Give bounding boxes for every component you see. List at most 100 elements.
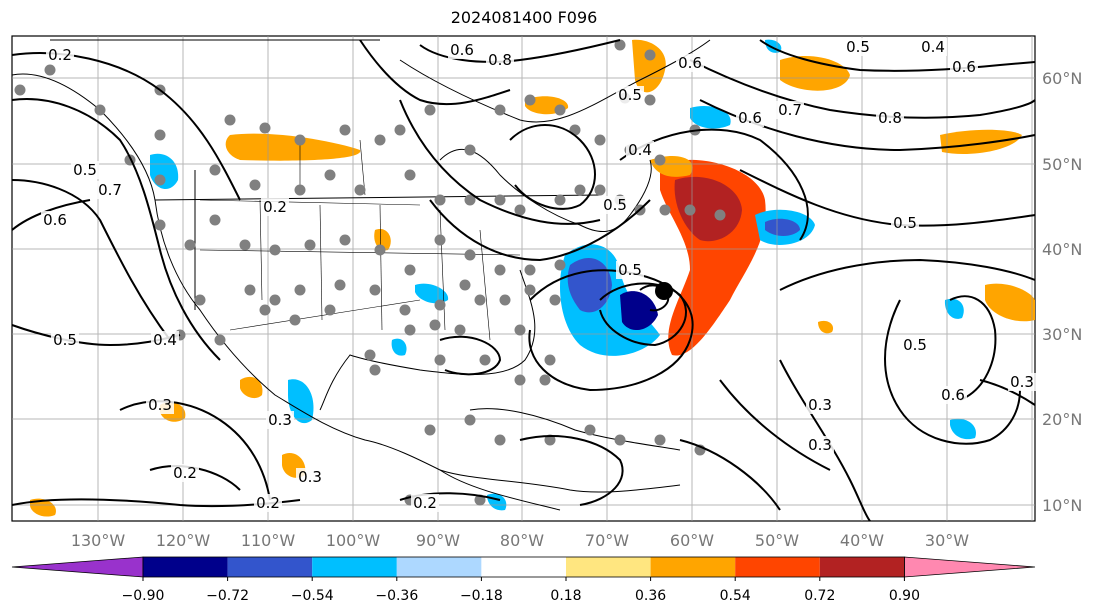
observation-dot [399, 304, 411, 316]
contour-label: 0.6 [941, 386, 965, 404]
observation-dot [294, 134, 306, 146]
colorbar-extend-low [11, 556, 144, 578]
contour-label: 0.6 [678, 54, 702, 72]
observation-dot [269, 294, 281, 306]
observation-dot [644, 49, 656, 61]
observation-dot [404, 169, 416, 181]
longitude-label: 80°W [500, 531, 544, 550]
observation-dot [434, 234, 446, 246]
observation-dot [94, 104, 106, 116]
darkred-anomaly [674, 176, 742, 242]
latitude-label: 40°N [1042, 240, 1082, 259]
latitude-label: 30°N [1042, 325, 1082, 344]
observation-dot [584, 424, 596, 436]
orange-anomaly [780, 55, 850, 91]
contour-label: 0.6 [43, 211, 67, 229]
observation-dot [44, 64, 56, 76]
colorbar-tick-label: −0.54 [291, 588, 334, 604]
observation-dot [394, 124, 406, 136]
orange-anomaly [30, 498, 56, 517]
observation-dot [614, 434, 626, 446]
observation-dot [334, 279, 346, 291]
observation-dot [214, 334, 226, 346]
colorbar-segment [227, 557, 313, 577]
observation-dot [494, 434, 506, 446]
contour-label: 0.8 [488, 51, 512, 69]
observation-dot [404, 264, 416, 276]
blue-anomaly [415, 283, 449, 304]
contour-label: 0.5 [846, 38, 870, 56]
observation-dot [374, 244, 386, 256]
longitude-label: 130°W [71, 531, 126, 550]
contour-label: 0.5 [53, 331, 77, 349]
observation-dot [594, 184, 606, 196]
colorbar-tick-label: −0.90 [122, 588, 165, 604]
observation-dot [404, 324, 416, 336]
observation-dot [544, 354, 556, 366]
colorbar-tick-label: 0.72 [804, 588, 835, 604]
colorbar-segment [481, 557, 566, 577]
contour-label: 0.3 [808, 396, 832, 414]
observation-dot [324, 304, 336, 316]
observation-dot [654, 154, 666, 166]
contour-label: 0.3 [808, 436, 832, 454]
contour-label: 0.4 [921, 38, 945, 56]
colorbar-segment [312, 557, 397, 577]
colorbar-tick-label: −0.36 [375, 588, 418, 604]
contour-label: 0.2 [256, 494, 280, 512]
observation-dot [434, 299, 446, 311]
observation-dot [354, 184, 366, 196]
colorbar-segment [143, 557, 228, 577]
observation-dot [524, 284, 536, 296]
contour-label: 0.2 [173, 464, 197, 482]
longitude-label: 30°W [925, 531, 969, 550]
mediumblue-anomaly [765, 218, 800, 236]
observation-dot [464, 144, 476, 156]
observation-dot [209, 164, 221, 176]
colorbar-segment [396, 557, 482, 577]
longitude-label: 70°W [585, 531, 629, 550]
contour-label: 0.5 [903, 336, 927, 354]
blue-anomaly [288, 379, 314, 424]
colorbar-tick-label: −0.72 [206, 588, 249, 604]
contour-label: 0.4 [153, 331, 177, 349]
blue-anomaly [944, 298, 964, 319]
longitude-label: 100°W [326, 531, 381, 550]
observation-dot [654, 434, 666, 446]
latitude-label: 10°N [1042, 496, 1082, 515]
observation-dot [684, 204, 696, 216]
observation-dot [249, 179, 261, 191]
longitude-label: 120°W [156, 531, 211, 550]
contour-label: 0.2 [263, 198, 287, 216]
observation-dot [494, 104, 506, 116]
observation-dot [304, 239, 316, 251]
blue-anomaly [391, 338, 407, 356]
contour-label: 0.4 [628, 141, 652, 159]
colorbar [11, 556, 1036, 578]
observation-dot [544, 434, 556, 446]
contour-label: 0.5 [73, 161, 97, 179]
storm-center-marker [655, 282, 673, 300]
observation-dot [549, 294, 561, 306]
orange-anomaly [632, 39, 666, 93]
orange-anomaly [818, 320, 834, 334]
darkblue-anomaly [620, 291, 658, 331]
colorbar-segment [566, 557, 651, 577]
observation-dot [184, 239, 196, 251]
observation-dot [374, 134, 386, 146]
observation-dot [594, 134, 606, 146]
observation-dot [554, 104, 566, 116]
observation-dot [259, 304, 271, 316]
colorbar-segment [735, 557, 820, 577]
colorbar-tick-label: 0.18 [550, 588, 581, 604]
longitude-label: 50°W [755, 531, 799, 550]
observation-dot [524, 264, 536, 276]
contour-label: 0.6 [450, 41, 474, 59]
observation-dot [369, 284, 381, 296]
orange-anomaly [985, 283, 1035, 322]
blue-anomaly [950, 418, 976, 440]
contour-label: 0.5 [618, 261, 642, 279]
contour-label: 0.3 [268, 411, 292, 429]
observation-dot [364, 349, 376, 361]
observation-dot [239, 239, 251, 251]
